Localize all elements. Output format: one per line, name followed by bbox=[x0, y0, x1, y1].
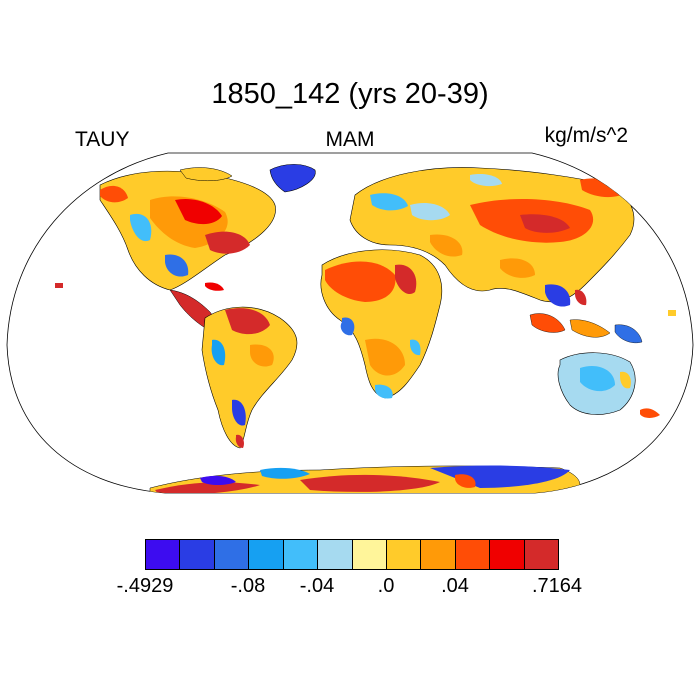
south-america bbox=[201, 306, 298, 449]
colorbar-label: .7164 bbox=[531, 575, 583, 597]
eurasia bbox=[349, 167, 635, 307]
colorbar-label: -.04 bbox=[299, 575, 335, 597]
colorbar-label: -.08 bbox=[230, 575, 266, 597]
colorbar-box bbox=[180, 540, 215, 569]
island-pacific bbox=[668, 310, 676, 316]
season-label: MAM bbox=[325, 128, 375, 151]
variable-label: TAUY bbox=[75, 128, 130, 151]
colorbar-box bbox=[283, 540, 319, 569]
antarctica bbox=[149, 465, 581, 493]
africa bbox=[320, 249, 443, 399]
colorbar-label: -.4929 bbox=[116, 575, 174, 597]
island-hawaii bbox=[55, 283, 63, 288]
colorbar bbox=[145, 539, 559, 570]
colorbar-box bbox=[421, 540, 456, 569]
colorbar-box bbox=[214, 540, 250, 569]
colorbar-box bbox=[352, 540, 387, 569]
units-label: kg/m/s^2 bbox=[544, 124, 628, 147]
maritime-asia bbox=[529, 289, 643, 344]
map-title: 1850_142 (yrs 20-39) bbox=[211, 78, 489, 110]
colorbar-box bbox=[490, 540, 525, 569]
colorbar-box bbox=[386, 540, 422, 569]
colorbar-box bbox=[318, 540, 353, 569]
north-america bbox=[99, 164, 316, 291]
colorbar-label: .04 bbox=[441, 575, 469, 597]
colorbar-label: .0 bbox=[377, 575, 395, 597]
australia bbox=[557, 352, 660, 418]
colorbar-box bbox=[249, 540, 284, 569]
colorbar-box bbox=[146, 540, 181, 569]
colorbar-box bbox=[524, 540, 559, 569]
colorbar-box bbox=[455, 540, 491, 569]
